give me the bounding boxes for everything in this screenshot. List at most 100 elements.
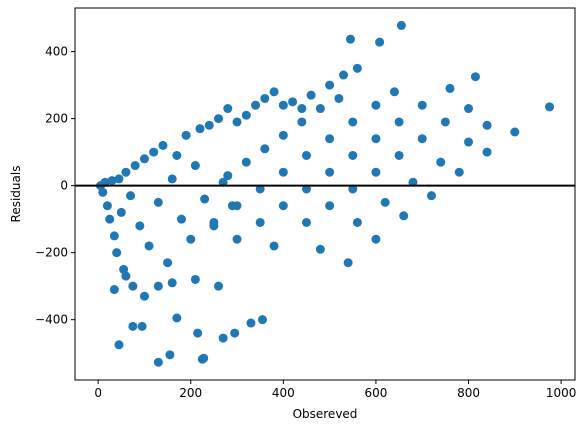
point (334, 93, 344, 103)
point (107, 176, 117, 186)
point (482, 147, 492, 157)
point (116, 207, 126, 217)
point (545, 102, 555, 112)
x-tick-label: 0 (94, 386, 102, 400)
point (371, 134, 381, 144)
point (464, 137, 474, 147)
point (470, 72, 480, 82)
point (260, 144, 270, 154)
point (230, 328, 240, 338)
point (153, 357, 163, 367)
point (482, 120, 492, 130)
point (186, 234, 196, 244)
point (269, 87, 279, 97)
point (200, 194, 210, 204)
point (408, 177, 418, 187)
point (139, 154, 149, 164)
point (137, 321, 147, 331)
point (278, 100, 288, 110)
x-tick-label: 200 (179, 386, 202, 400)
point (172, 313, 182, 323)
point (375, 37, 385, 47)
point (339, 70, 349, 80)
point (114, 174, 124, 184)
point (399, 211, 409, 221)
point (232, 234, 242, 244)
point (371, 167, 381, 177)
point (218, 177, 228, 187)
point (121, 167, 131, 177)
point (454, 167, 464, 177)
point (112, 248, 122, 258)
point (255, 184, 265, 194)
point (128, 321, 138, 331)
point (301, 150, 311, 160)
point (343, 258, 353, 268)
point (144, 241, 154, 251)
point (241, 110, 251, 120)
point (193, 328, 203, 338)
point (301, 217, 311, 227)
point (297, 104, 307, 114)
point (190, 161, 200, 171)
y-tick-label: 0 (60, 179, 68, 193)
point (315, 104, 325, 114)
point (232, 117, 242, 127)
x-tick-label: 400 (272, 386, 295, 400)
point (149, 147, 159, 157)
point (251, 100, 261, 110)
point (241, 157, 251, 167)
point (440, 117, 450, 127)
point (100, 177, 110, 187)
point (352, 217, 362, 227)
point (195, 124, 205, 134)
point (348, 117, 358, 127)
point (246, 318, 256, 328)
point (223, 171, 233, 181)
point (255, 217, 265, 227)
point (278, 201, 288, 211)
x-tick-label: 600 (364, 386, 387, 400)
point (348, 184, 358, 194)
point (190, 274, 200, 284)
point (396, 20, 406, 30)
point (345, 34, 355, 44)
point (325, 134, 335, 144)
point (380, 197, 390, 207)
point (389, 87, 399, 97)
point (105, 214, 115, 224)
point (109, 285, 119, 295)
point (102, 201, 112, 211)
point (426, 191, 436, 201)
point (163, 258, 173, 268)
point (135, 221, 145, 231)
point (288, 97, 298, 107)
y-tick-label: −400 (35, 313, 68, 327)
point (352, 63, 362, 73)
point (417, 134, 427, 144)
point (325, 201, 335, 211)
point (371, 100, 381, 110)
point (165, 350, 175, 360)
point (278, 130, 288, 140)
axes-frame (74, 7, 576, 381)
point (214, 114, 224, 124)
point (130, 161, 140, 171)
point (181, 130, 191, 140)
point (315, 244, 325, 254)
point (204, 120, 214, 130)
point (214, 281, 224, 291)
point (121, 271, 131, 281)
point (218, 333, 228, 343)
point (417, 100, 427, 110)
point (153, 197, 163, 207)
point (197, 354, 207, 364)
point (278, 167, 288, 177)
point (139, 291, 149, 301)
y-tick-label: 200 (45, 112, 68, 126)
point (436, 157, 446, 167)
point (348, 150, 358, 160)
point (510, 127, 520, 137)
point (176, 214, 186, 224)
